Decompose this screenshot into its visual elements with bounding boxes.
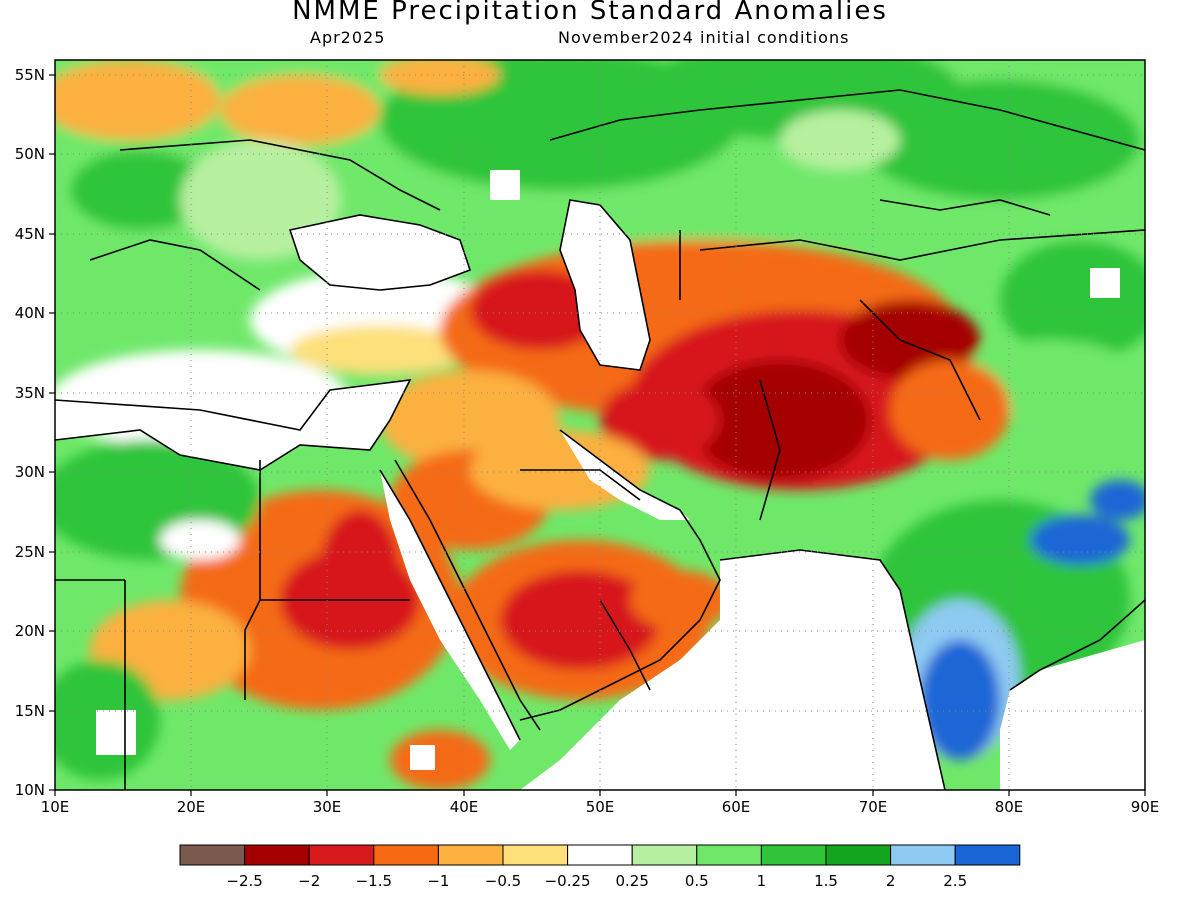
- colorbar-tick-label: −2: [298, 872, 320, 890]
- colorbar-tick-label: −0.5: [485, 872, 521, 890]
- x-tick-label: 20E: [177, 798, 206, 816]
- y-tick-label: 45N: [15, 225, 45, 243]
- y-tick-label: 15N: [15, 702, 45, 720]
- x-tick-label: 10E: [41, 798, 70, 816]
- y-tick-label: 50N: [15, 145, 45, 163]
- colorbar-swatch: [825, 844, 892, 866]
- tick-marks: [49, 74, 1146, 796]
- y-tick-label: 35N: [15, 384, 45, 402]
- x-tick-label: 40E: [450, 798, 479, 816]
- x-tick-label: 80E: [995, 798, 1024, 816]
- y-tick-label: 40N: [15, 304, 45, 322]
- colorbar-swatch: [437, 844, 504, 866]
- colorbar-tick-label: 2: [886, 872, 896, 890]
- colorbar-swatch: [631, 844, 698, 866]
- y-tick-label: 10N: [15, 781, 45, 799]
- x-tick-label: 50E: [586, 798, 615, 816]
- colorbar-swatch: [373, 844, 439, 866]
- x-tick-label: 90E: [1131, 798, 1160, 816]
- colorbar-tick-label: 1: [757, 872, 767, 890]
- coastlines-borders: [55, 89, 1145, 790]
- colorbar-tick-label: −2.5: [226, 872, 262, 890]
- y-tick-label: 20N: [15, 622, 45, 640]
- x-tick-label: 30E: [313, 798, 342, 816]
- colorbar-tick-label: 2.5: [943, 872, 967, 890]
- x-axis-labels: 10E 20E 30E 40E 50E 60E 70E 80E 90E: [41, 798, 1160, 816]
- colorbar-swatch: [179, 844, 246, 866]
- colorbar-swatch: [308, 844, 375, 866]
- colorbar-tick-label: 0.5: [685, 872, 709, 890]
- colorbar-swatch: [244, 844, 310, 866]
- valid-month-label: Apr2025: [310, 28, 386, 47]
- colorbar-tick-label: −0.25: [545, 872, 591, 890]
- colorbar-swatch: [954, 844, 1021, 866]
- y-tick-label: 55N: [15, 66, 45, 84]
- colorbar: [179, 844, 1021, 866]
- x-tick-label: 60E: [722, 798, 751, 816]
- colorbar-swatch: [890, 844, 956, 866]
- initial-conditions-label: November2024 initial conditions: [558, 28, 850, 47]
- colorbar-swatch: [696, 844, 762, 866]
- colorbar-tick-label: 1.5: [814, 872, 838, 890]
- colorbar-tick-label: 0.25: [615, 872, 648, 890]
- water-masks: [55, 170, 1145, 790]
- colorbar-swatch: [760, 844, 827, 866]
- colorbar-swatch: [502, 844, 569, 866]
- y-tick-label: 30N: [15, 463, 45, 481]
- y-tick-label: 25N: [15, 543, 45, 561]
- chart-title: NMME Precipitation Standard Anomalies: [292, 0, 888, 26]
- colorbar-labels: −2.5 −2 −1.5 −1 −0.5 −0.25 0.25 0.5 1 1.5 2 2.5: [226, 872, 967, 890]
- colorbar-tick-label: −1.5: [356, 872, 392, 890]
- x-tick-label: 70E: [859, 798, 888, 816]
- y-axis-labels: 55N 50N 45N 40N 35N 30N 25N 20N 15N 10N: [15, 66, 45, 799]
- colorbar-swatch: [567, 844, 633, 866]
- colorbar-tick-label: −1: [427, 872, 449, 890]
